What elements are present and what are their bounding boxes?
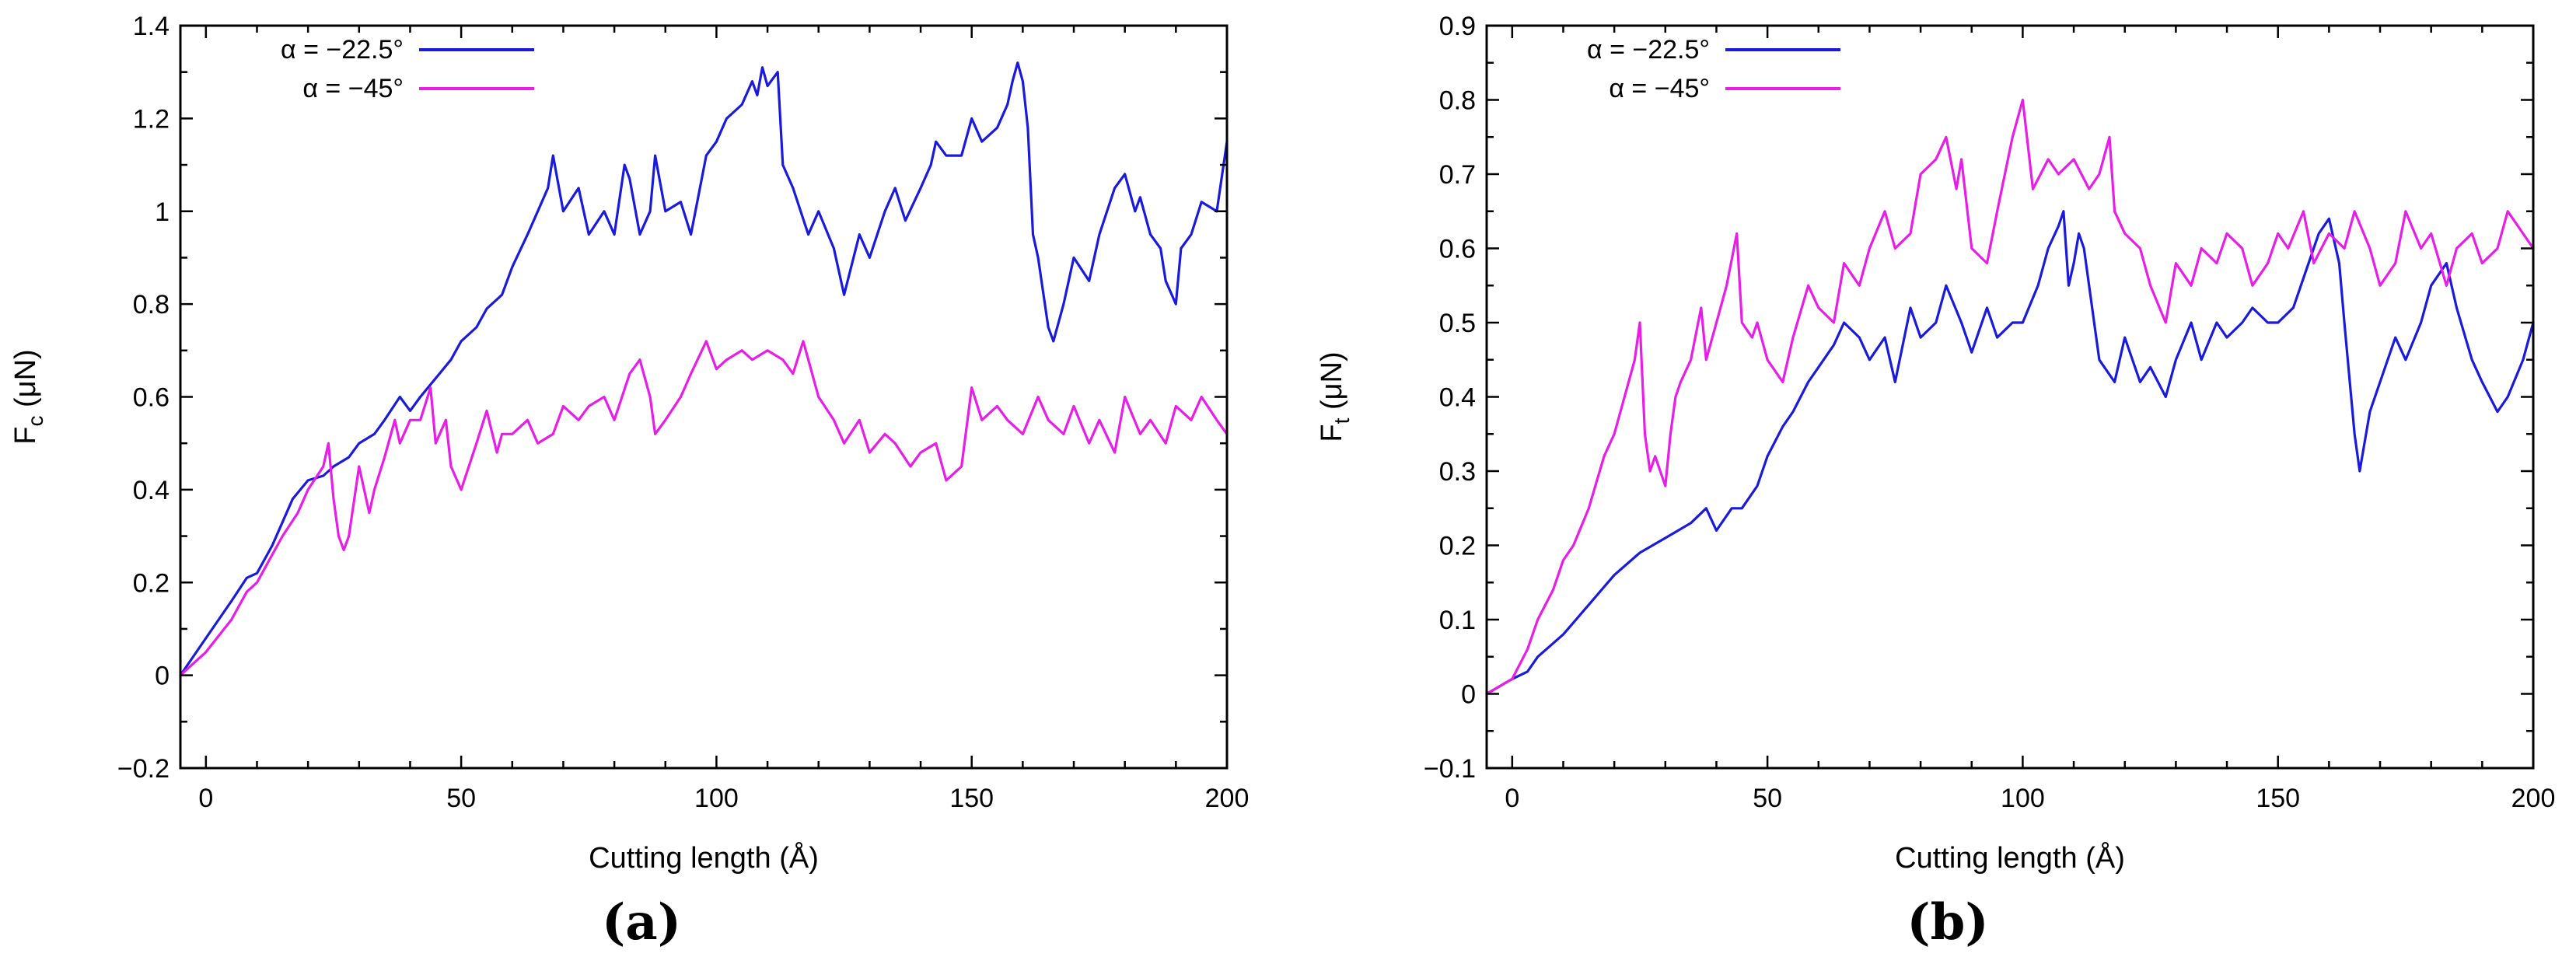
legend-b: α = −22.5° α = −45° — [1587, 35, 1840, 103]
chart-panel-a: −0.2 0 0.2 0.4 0.6 0.8 1 1.2 1.4 0 50 100 150 200 Cu… — [9, 12, 1249, 952]
panel-label-a: (a) — [602, 893, 681, 952]
series-line-alpha-22-5-b — [1485, 210, 2535, 696]
series-layer-b — [1485, 98, 2535, 696]
y-tick-label-a: 0.6 — [133, 383, 170, 413]
y-tick-label-b: 0.1 — [1439, 606, 1476, 635]
x-tick-label-b: 100 — [2001, 784, 2045, 813]
x-tick-labels-a: 0 50 100 150 200 — [198, 784, 1249, 813]
legend-a: α = −22.5° α = −45° — [281, 35, 534, 103]
y-tick-label-a: 0.8 — [133, 290, 170, 320]
y-axis-subscript-b: t — [1330, 417, 1354, 424]
x-axis-title-a: Cutting length (Å) — [589, 840, 819, 875]
legend-label-magenta-b: α = −45° — [1609, 74, 1710, 103]
x-tick-label-a: 50 — [446, 784, 476, 813]
y-tick-label-a: 1 — [155, 197, 170, 227]
y-tick-label-b: 0.3 — [1439, 457, 1476, 487]
x-tick-label-a: 150 — [949, 784, 994, 813]
y-axis-unit-b: (μN) — [1316, 351, 1348, 417]
y-tick-label-a: 0.4 — [133, 476, 170, 505]
y-axis-symbol-a: F — [9, 426, 42, 444]
y-tick-label-b: 0.7 — [1439, 160, 1476, 190]
y-tick-label-b: 0.8 — [1439, 86, 1476, 116]
y-tick-label-b: 0.9 — [1439, 12, 1476, 41]
x-tick-label-a: 100 — [694, 784, 739, 813]
chart-panel-b: −0.1 0 0.1 0.2 0.3 0.4 0.5 0.6 0.7 0.8 0.9 0 50 100 1… — [1316, 12, 2555, 952]
x-tick-label-b: 150 — [2256, 784, 2300, 813]
legend-label-blue-a: α = −22.5° — [281, 35, 404, 65]
y-axis-subscript-a: c — [23, 415, 47, 426]
x-tick-labels-b: 0 50 100 150 200 — [1505, 784, 2555, 813]
y-tick-label-b: 0.2 — [1439, 532, 1476, 561]
series-layer-a — [179, 61, 1229, 677]
y-tick-label-b: 0.4 — [1439, 383, 1476, 413]
x-tick-label-a: 200 — [1205, 784, 1250, 813]
y-axis-title-b: Ft (μN) — [1316, 351, 1354, 442]
panel-label-b: (b) — [1907, 893, 1988, 952]
x-tick-label-b: 50 — [1753, 784, 1782, 813]
legend-label-magenta-a: α = −45° — [302, 74, 404, 103]
legend-label-blue-b: α = −22.5° — [1587, 35, 1710, 65]
series-line-alpha-45-b — [1485, 98, 2535, 696]
y-tick-label-a: 1.4 — [133, 12, 170, 41]
y-axis-symbol-b: F — [1316, 424, 1348, 442]
y-tick-label-a: 0 — [155, 662, 170, 691]
y-tick-labels-b: −0.1 0 0.1 0.2 0.3 0.4 0.5 0.6 0.7 0.8 0.9 — [1424, 12, 1476, 784]
y-tick-label-b: 0.6 — [1439, 235, 1476, 264]
y-tick-label-a: 1.2 — [133, 104, 170, 134]
ticks-a — [180, 24, 1229, 770]
y-tick-label-b: 0 — [1461, 680, 1476, 710]
series-line-alpha-45-a — [179, 340, 1229, 677]
x-axis-title-b: Cutting length (Å) — [1895, 840, 2125, 875]
series-line-alpha-22-5-a — [179, 61, 1229, 677]
y-tick-label-a: 0.2 — [133, 568, 170, 598]
y-axis-unit-a: (μN) — [9, 349, 42, 415]
x-tick-label-a: 0 — [198, 784, 213, 813]
y-tick-label-a: −0.2 — [117, 754, 170, 784]
ticks-b — [1487, 24, 2535, 770]
x-tick-label-b: 0 — [1505, 784, 1519, 813]
y-tick-labels-a: −0.2 0 0.2 0.4 0.6 0.8 1 1.2 1.4 — [117, 12, 170, 784]
x-tick-label-b: 200 — [2511, 784, 2556, 813]
y-tick-label-b: 0.5 — [1439, 309, 1476, 338]
plot-frame-a — [179, 24, 1229, 770]
y-axis-title-a: Fc (μN) — [9, 349, 47, 444]
y-tick-label-b: −0.1 — [1424, 754, 1476, 784]
